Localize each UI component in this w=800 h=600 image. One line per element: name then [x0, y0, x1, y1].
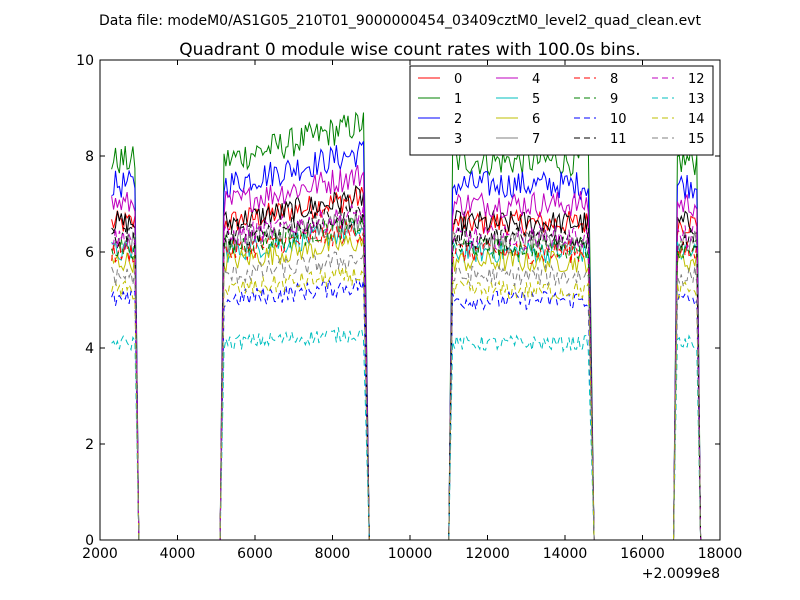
figure-suptitle: Data file: modeM0/AS1G05_210T01_90000004… — [99, 13, 701, 29]
legend-label: 6 — [532, 112, 540, 127]
legend-label: 7 — [532, 132, 540, 147]
x-axis: 2000 4000 6000 8000 10000 12000 14000 16000 1800… — [82, 60, 742, 562]
series-line-11 — [111, 204, 702, 540]
x-offset-label: +2.0099e8 — [642, 566, 720, 582]
y-tick-label: 10 — [76, 53, 94, 69]
legend-label: 8 — [610, 72, 618, 87]
x-tick-label: 10000 — [388, 546, 433, 562]
x-tick-label: 2000 — [82, 546, 118, 562]
legend-label: 14 — [688, 112, 705, 127]
legend-label: 3 — [454, 132, 462, 147]
series-line-1 — [111, 111, 702, 540]
x-tick-label: 14000 — [543, 546, 588, 562]
series-line-5 — [111, 221, 702, 540]
series-line-14 — [111, 266, 702, 540]
x-tick-label: 16000 — [620, 546, 665, 562]
series-line-7 — [111, 209, 702, 540]
legend-box — [409, 65, 714, 156]
legend-label: 12 — [688, 72, 705, 87]
series-line-12 — [111, 203, 702, 540]
y-tick-label: 4 — [85, 341, 94, 357]
series-line-6 — [111, 235, 702, 540]
y-tick-label: 0 — [85, 533, 94, 549]
legend-label: 5 — [532, 92, 540, 107]
series-line-2 — [111, 140, 702, 540]
series-line-0 — [111, 186, 702, 540]
legend-label: 11 — [610, 132, 627, 147]
x-tick-label: 18000 — [698, 546, 743, 562]
legend-label: 15 — [688, 132, 705, 147]
legend-label: 10 — [610, 112, 627, 127]
legend-label: 1 — [454, 92, 462, 107]
x-tick-label: 8000 — [315, 546, 351, 562]
legend-label: 0 — [454, 72, 462, 87]
series-line-3 — [111, 185, 702, 540]
legend-label: 4 — [532, 72, 540, 87]
legend-label: 2 — [454, 112, 462, 127]
y-tick-label: 8 — [85, 149, 94, 165]
legend-label: 9 — [610, 92, 618, 107]
y-tick-label: 2 — [85, 437, 94, 453]
x-tick-label: 12000 — [465, 546, 510, 562]
series-line-4 — [111, 165, 702, 540]
series-line-8 — [111, 220, 702, 540]
series-line-9 — [111, 214, 702, 540]
chart-title: Quadrant 0 module wise count rates with … — [179, 40, 640, 60]
x-tick-label: 6000 — [237, 546, 273, 562]
legend-label: 13 — [688, 92, 705, 107]
series-line-15 — [111, 251, 702, 540]
y-tick-label: 6 — [85, 245, 94, 261]
series-layer — [111, 111, 702, 540]
x-tick-label: 4000 — [160, 546, 196, 562]
series-line-13 — [111, 327, 702, 540]
series-line-10 — [111, 277, 702, 540]
